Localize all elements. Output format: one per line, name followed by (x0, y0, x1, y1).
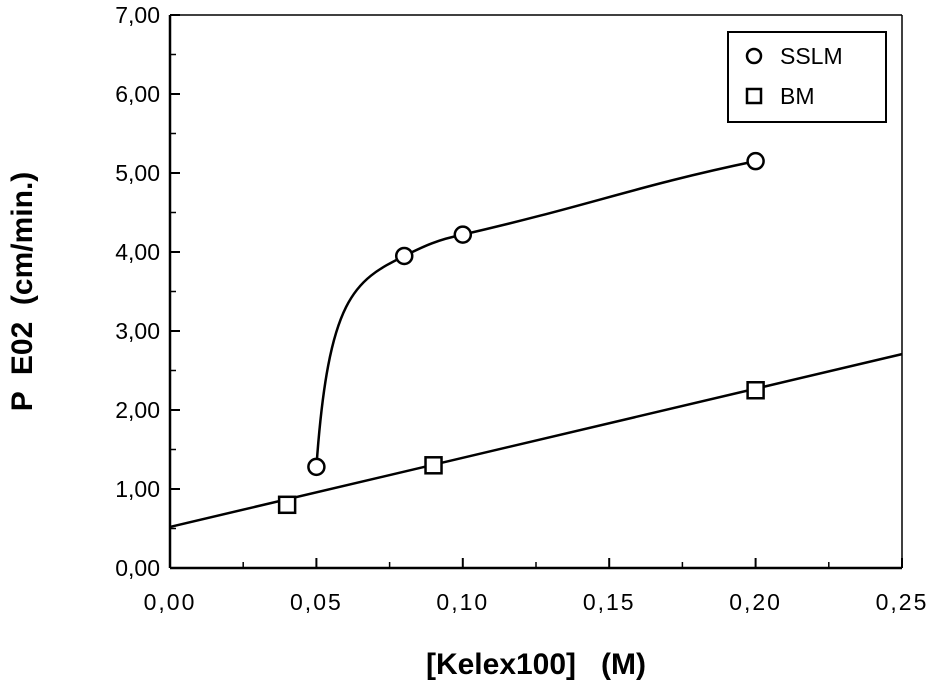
x-axis-title: [Kelex100] (M) (426, 648, 646, 681)
series-bm (169, 352, 903, 529)
x-tick-label: 0,15 (583, 589, 636, 615)
data-point-sslm (307, 457, 326, 477)
y-tick-label: 0,00 (115, 555, 160, 581)
legend-box (727, 31, 887, 123)
data-point-sslm (453, 225, 473, 244)
x-tick-label: 0,20 (729, 589, 782, 615)
y-tick-label: 2,00 (115, 397, 160, 423)
y-tick-label: 4,00 (115, 239, 160, 265)
y-tick-label: 6,00 (115, 81, 160, 107)
y-tick-label: 1,00 (115, 476, 160, 502)
y-tick-label: 5,00 (115, 160, 160, 186)
y-tick-label: 3,00 (115, 318, 160, 344)
data-point-bm (424, 456, 443, 475)
data-point-bm (746, 381, 765, 400)
data-point-bm (277, 495, 297, 515)
series-sslm (307, 151, 765, 477)
legend-marker-bm (745, 87, 763, 105)
data-point-sslm (746, 151, 765, 171)
ticks: 0,00 1,00 2,00 3,00 4,00 5,00 6,00 7,00 0,00 0,05… (115, 2, 929, 615)
x-tick-label: 0,05 (290, 589, 343, 615)
series-line (315, 159, 756, 467)
legend: SSLM BM (727, 31, 887, 123)
x-tick-label: 0,25 (876, 589, 929, 615)
legend-label-sslm: SSLM (780, 43, 843, 69)
series (169, 151, 903, 529)
legend-marker-sslm (745, 47, 763, 65)
y-axis-title: P E02 (cm/min.) (6, 172, 39, 412)
y-tick-label: 7,00 (115, 2, 160, 28)
data-point-sslm (394, 246, 414, 266)
legend-label-bm: BM (780, 83, 815, 109)
x-tick-label: 0,10 (436, 589, 489, 615)
x-tick-label: 0,00 (144, 589, 197, 615)
